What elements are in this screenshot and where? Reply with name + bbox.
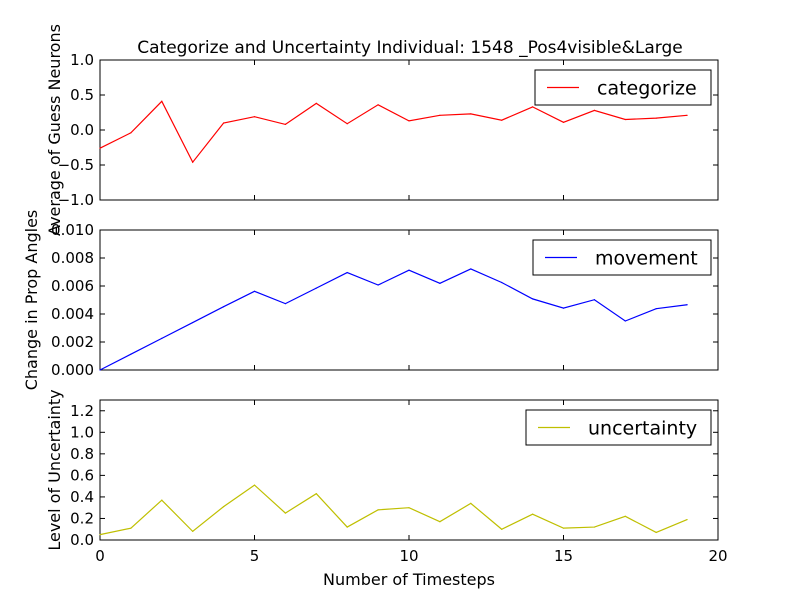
data-point: [253, 290, 256, 292]
x-tick-label: 20: [708, 547, 727, 565]
data-point: [686, 114, 688, 116]
data-point: [470, 113, 472, 115]
panel-2: 0.000 0.002 0.004 0.006 0.008 0.010 Change in …: [22, 210, 719, 391]
y-tick-label: 0.0: [70, 531, 94, 549]
data-point: [346, 123, 348, 125]
data-point: [377, 509, 379, 511]
data-point: [593, 526, 596, 528]
data-point: [192, 321, 194, 324]
data-point: [99, 369, 101, 371]
y-tick-label: 1.0: [70, 51, 94, 69]
y-tick-label: −1.0: [58, 191, 94, 209]
data-point: [130, 527, 132, 529]
data-point: [161, 499, 163, 501]
data-point: [470, 268, 472, 270]
data-point: [253, 484, 256, 486]
data-point: [223, 306, 225, 308]
data-point: [501, 528, 503, 530]
data-point: [686, 518, 688, 521]
legend-label: uncertainty: [588, 418, 697, 440]
y-tick-label: 0.5: [70, 86, 94, 104]
x-tick-label: 15: [554, 547, 573, 565]
data-point: [562, 307, 565, 309]
y-tick-label: 0.6: [70, 466, 94, 484]
data-point: [99, 534, 101, 536]
data-point: [377, 104, 379, 106]
data-point: [253, 116, 256, 118]
data-point: [624, 320, 626, 322]
data-point: [408, 120, 410, 122]
x-tick-label: 5: [250, 547, 260, 565]
data-point: [346, 526, 348, 528]
data-point: [408, 507, 410, 509]
legend-label: categorize: [597, 78, 697, 100]
data-point: [223, 506, 225, 508]
data-point: [439, 521, 441, 523]
x-axis-label: Number of Timesteps: [323, 570, 495, 589]
y-tick-label: 1.0: [70, 423, 94, 441]
y-tick-label: 0.002: [51, 333, 94, 351]
data-point: [192, 161, 194, 163]
data-point: [284, 303, 286, 305]
data-point: [408, 269, 410, 271]
data-point: [346, 271, 348, 274]
data-point: [161, 337, 163, 339]
data-point: [562, 527, 565, 529]
y-tick-label: 1.2: [70, 402, 94, 420]
data-point: [624, 118, 626, 121]
y-tick-label: 0.2: [70, 509, 94, 527]
y-axis-label: Average of Guess Neurons: [45, 24, 64, 236]
series-line-uncertainty: [99, 484, 688, 536]
y-tick-label: 0.008: [51, 249, 94, 267]
data-point: [562, 121, 565, 123]
data-point: [593, 109, 596, 111]
data-point: [624, 515, 626, 517]
data-point: [470, 502, 472, 504]
y-tick-label: 0.8: [70, 445, 94, 463]
data-point: [377, 284, 379, 286]
series-line-categorize: [99, 100, 688, 164]
data-point: [655, 308, 657, 310]
data-point: [532, 298, 534, 300]
panel-1: −1.0 −0.5 0.0 0.5 1.0 Average of Guess Neuron…: [45, 24, 719, 236]
legend-label: movement: [595, 248, 698, 270]
data-point: [315, 287, 317, 289]
data-point: [315, 102, 317, 104]
data-point: [439, 114, 441, 116]
data-point: [315, 493, 317, 495]
series-line-movement: [99, 268, 688, 371]
data-point: [284, 512, 286, 514]
y-axis-label: Level of Uncertainty: [45, 389, 64, 550]
x-tick-label: 10: [399, 547, 418, 565]
y-tick-label: −0.5: [58, 156, 94, 174]
data-point: [655, 117, 657, 119]
data-point: [99, 147, 101, 149]
data-point: [593, 299, 596, 301]
data-point: [284, 123, 286, 125]
data-point: [501, 119, 503, 121]
data-point: [130, 353, 132, 355]
data-point: [686, 304, 688, 306]
y-tick-label: 0.010: [51, 221, 94, 239]
chart-title: Categorize and Uncertainty Individual: 1…: [137, 38, 682, 58]
y-tick-label: 0.4: [70, 488, 94, 506]
panel-3: 0.0 0.2 0.4 0.6 0.8 1.0 1.2 0 5 10 15 20 Level of Un…: [45, 389, 728, 589]
data-point: [655, 531, 657, 534]
data-point: [130, 132, 132, 134]
data-point: [439, 282, 441, 284]
y-tick-label: 0.0: [70, 121, 94, 139]
data-point: [501, 281, 503, 284]
x-tick-label: 0: [95, 547, 105, 565]
y-tick-label: 0.000: [51, 361, 94, 379]
data-point: [161, 100, 163, 102]
y-axis-label: Change in Prop Angles: [22, 210, 41, 391]
data-point: [223, 122, 225, 124]
data-point: [532, 513, 534, 515]
y-tick-label: 0.006: [51, 277, 94, 295]
data-point: [192, 530, 194, 532]
y-tick-label: 0.004: [51, 305, 94, 323]
data-point: [532, 106, 534, 108]
